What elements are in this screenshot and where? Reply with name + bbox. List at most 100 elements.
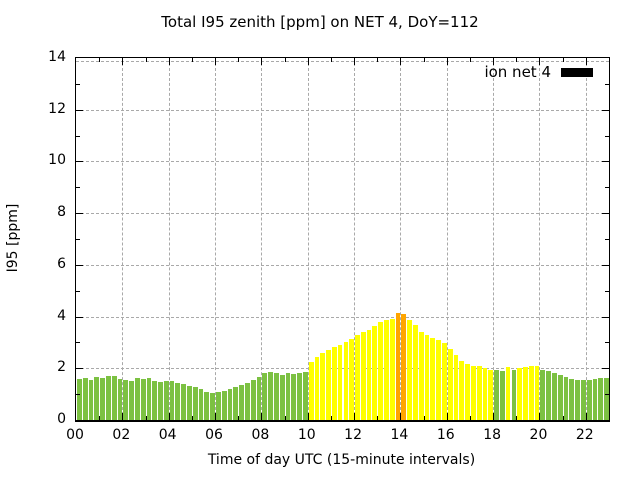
bar-1115 xyxy=(337,344,343,420)
x-tick-bottom xyxy=(284,416,286,420)
bar-0845 xyxy=(279,375,285,420)
h-gridline xyxy=(76,161,609,163)
bar-1945 xyxy=(534,365,540,420)
bar-1030 xyxy=(320,352,326,420)
bar-0045 xyxy=(94,377,100,420)
v-gridline xyxy=(493,58,495,420)
bar-0600 xyxy=(216,391,221,420)
bar-0530 xyxy=(204,391,210,420)
bar-1845 xyxy=(511,370,517,420)
bar-2130 xyxy=(575,379,581,420)
y-tick-right xyxy=(602,109,609,111)
bar-1645 xyxy=(465,364,470,420)
x-tick-label-10: 10 xyxy=(297,427,316,443)
y-tick-label-8: 8 xyxy=(57,204,66,221)
bar-1730 xyxy=(482,368,488,420)
y-tick-right xyxy=(602,316,609,318)
y-tick-left xyxy=(76,290,80,292)
x-tick-bottom xyxy=(238,416,240,420)
x-tick-bottom xyxy=(377,416,379,420)
bar-0900 xyxy=(285,373,291,420)
bar-2215 xyxy=(592,378,598,420)
x-tick-top xyxy=(562,58,564,62)
y-tick-left xyxy=(76,161,83,163)
y-tick-right xyxy=(602,213,609,215)
bar-1245 xyxy=(372,325,378,420)
y-tick-label-14: 14 xyxy=(48,49,66,65)
y-axis-label: I95 [ppm] xyxy=(5,203,21,273)
x-tick-label-04: 04 xyxy=(158,427,177,443)
bar-1515 xyxy=(430,337,436,420)
v-gridline xyxy=(585,58,587,420)
y-tick-right xyxy=(605,187,609,189)
bar-1930 xyxy=(528,366,534,420)
y-tick-label-12: 12 xyxy=(48,100,66,117)
bar-0200 xyxy=(123,380,129,420)
bar-0130 xyxy=(111,375,117,420)
x-tick-top xyxy=(191,58,193,62)
bar-1800 xyxy=(494,370,499,420)
bar-1630 xyxy=(459,360,465,420)
bar-0300 xyxy=(146,378,152,420)
y-tick-left xyxy=(76,264,83,266)
x-tick-top xyxy=(284,58,286,62)
y-tick-left xyxy=(76,316,83,318)
bar-1545 xyxy=(441,343,447,420)
x-tick-top xyxy=(585,58,587,65)
bar-0645 xyxy=(233,386,239,420)
x-tick-top xyxy=(261,58,263,65)
bar-1400 xyxy=(401,314,407,420)
y-tick-right xyxy=(605,342,609,344)
x-tick-bottom xyxy=(493,413,495,420)
x-tick-label-02: 02 xyxy=(112,427,131,443)
bar-1600 xyxy=(447,349,453,420)
bar-1045 xyxy=(326,349,331,420)
v-gridline xyxy=(446,58,448,420)
h-gridline xyxy=(76,109,609,111)
y-tick-left xyxy=(76,342,80,344)
bar-0330 xyxy=(158,381,163,420)
x-tick-label-00: 00 xyxy=(66,427,84,443)
v-gridline xyxy=(307,58,309,420)
y-tick-left xyxy=(76,213,83,215)
bar-1215 xyxy=(360,331,366,420)
v-gridline xyxy=(215,58,217,420)
x-tick-bottom xyxy=(446,413,448,420)
x-tick-label-22: 22 xyxy=(575,427,594,443)
x-axis-label: Time of day UTC (15-minute intervals) xyxy=(207,452,476,468)
x-tick-bottom xyxy=(400,413,402,420)
bar-2015 xyxy=(546,371,552,420)
x-tick-label-06: 06 xyxy=(205,427,223,443)
x-tick-bottom xyxy=(516,416,518,420)
y-tick-label-0: 0 xyxy=(57,411,66,427)
x-tick-label-18: 18 xyxy=(483,427,502,443)
bar-1015 xyxy=(314,356,320,420)
y-tick-left xyxy=(76,394,80,396)
x-tick-top xyxy=(377,58,379,62)
x-tick-bottom xyxy=(99,416,101,420)
x-tick-label-16: 16 xyxy=(436,427,455,443)
h-gridline xyxy=(76,213,609,215)
bar-1830 xyxy=(505,367,511,420)
x-tick-label-08: 08 xyxy=(251,427,270,443)
bar-0015 xyxy=(82,378,88,420)
bar-1430 xyxy=(413,325,418,420)
bar-1200 xyxy=(355,334,360,420)
y-tick-label-6: 6 xyxy=(57,255,66,272)
x-tick-bottom xyxy=(539,413,541,420)
bar-0930 xyxy=(297,372,302,420)
bar-0715 xyxy=(245,383,250,420)
x-tick-label-14: 14 xyxy=(390,427,409,443)
bar-0700 xyxy=(239,385,244,420)
x-tick-bottom xyxy=(562,416,564,420)
legend-label: ion net 4 xyxy=(484,63,551,81)
y-tick-label-4: 4 xyxy=(57,307,66,324)
y-tick-left xyxy=(76,187,80,189)
bar-0830 xyxy=(273,372,279,420)
bar-1315 xyxy=(384,319,389,420)
bar-0145 xyxy=(117,379,123,420)
bar-0000 xyxy=(77,378,82,420)
bar-0815 xyxy=(268,372,273,420)
bar-0415 xyxy=(175,382,181,420)
